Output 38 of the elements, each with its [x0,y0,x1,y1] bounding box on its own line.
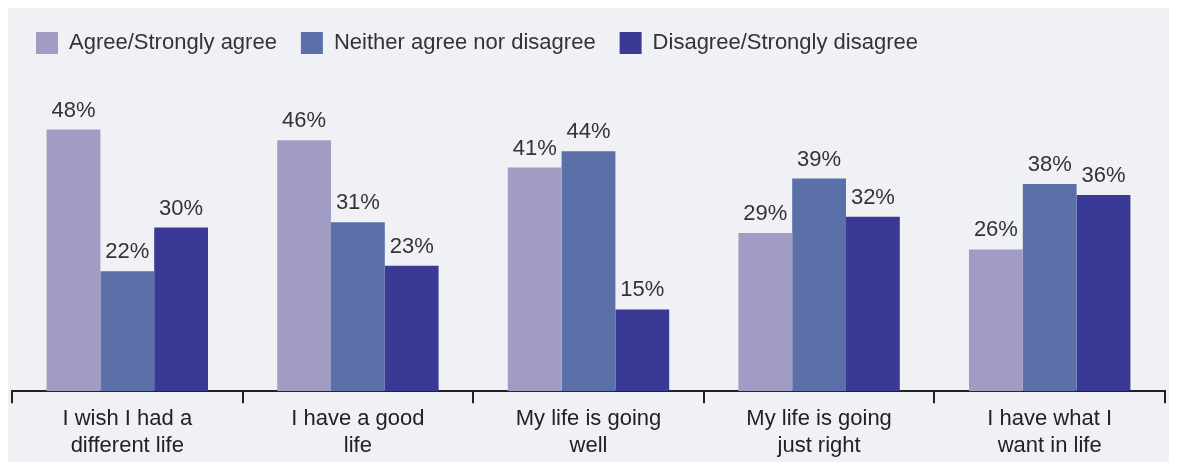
data-label: 36% [1081,161,1126,187]
legend-label: Agree/Strongly agree [69,29,277,55]
bar [100,271,155,392]
legend-label: Disagree/Strongly disagree [652,29,918,55]
data-label: 41% [512,134,557,160]
data-label: 39% [797,145,842,171]
bar [277,140,331,392]
data-label: 23% [389,232,434,258]
data-label: 32% [850,183,895,209]
bar [507,167,562,392]
data-label: 44% [566,118,611,144]
bar [331,222,385,392]
x-tick-label: My life is going well [515,405,662,457]
x-tick-label: I have what I want in life [987,405,1113,457]
bar [615,309,670,392]
bar [384,265,439,392]
data-label: 30% [159,194,204,220]
bar [738,233,793,392]
legend-label: Neither agree nor disagree [333,29,596,55]
bar [792,178,846,392]
bar [46,129,101,392]
data-label: 48% [51,96,96,122]
bar [1076,194,1131,392]
data-label: 26% [973,216,1018,242]
x-tick-label: My life is going just right [746,405,892,457]
bar [1022,183,1077,392]
x-tick-label: I have a good life [291,405,425,457]
bar [968,249,1023,392]
bar [561,151,616,392]
data-label: 31% [335,189,380,215]
data-label: 46% [282,107,327,133]
data-label: 22% [105,238,150,264]
data-label: 15% [620,276,665,302]
x-tick-label: I wish I had a different life [62,405,193,457]
data-label: 38% [1027,151,1072,177]
bar [154,227,209,392]
data-label: 29% [743,200,788,226]
bar [846,216,900,392]
